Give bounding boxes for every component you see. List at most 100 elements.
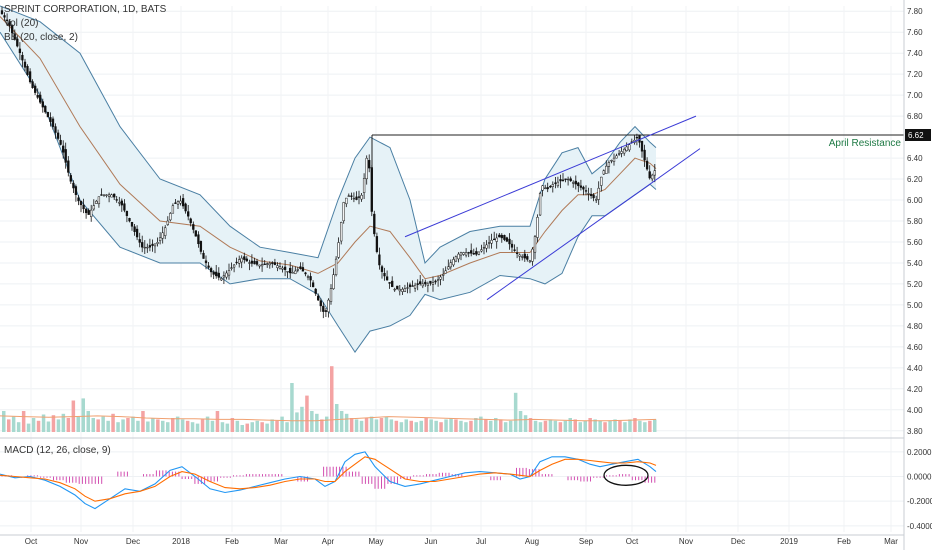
candle-up — [176, 201, 180, 205]
candle-down — [253, 260, 256, 265]
annotations: April Resistance — [371, 115, 904, 301]
candle-down — [584, 190, 588, 192]
candle-up — [544, 187, 547, 189]
candle-down — [373, 213, 376, 235]
candle-up — [347, 195, 350, 197]
candle-down — [209, 268, 213, 273]
candle-up — [296, 269, 299, 271]
candle-down — [120, 200, 123, 206]
candle-down — [82, 204, 85, 210]
candle-up — [232, 264, 236, 268]
bb-lower-line — [0, 31, 657, 353]
candle-up — [225, 272, 228, 278]
candle-down — [375, 236, 379, 252]
candle-up — [653, 170, 656, 176]
candle-up — [95, 200, 98, 204]
volume-bar — [449, 418, 453, 432]
candle-down — [467, 252, 470, 254]
candle-up — [449, 262, 452, 268]
candle-up — [110, 194, 113, 198]
volume-bar — [653, 419, 657, 432]
volume-bar — [344, 413, 349, 432]
candle-up — [220, 278, 223, 281]
volume-bar — [91, 418, 95, 432]
x-tick-label: Feb — [837, 537, 851, 546]
volume-bar — [56, 419, 61, 432]
candle-up — [487, 242, 491, 244]
candle-down — [515, 252, 519, 254]
candle-down — [434, 280, 437, 283]
volume-bar — [633, 418, 637, 432]
candle-up — [464, 252, 468, 256]
volume-bar — [230, 418, 235, 432]
volume-bar — [66, 418, 71, 432]
candle-down — [16, 38, 19, 47]
candle-down — [526, 256, 529, 260]
candle-up — [248, 262, 251, 264]
candle-down — [370, 167, 373, 212]
candle-down — [388, 282, 391, 284]
volume-bar — [494, 418, 498, 432]
candle-up — [459, 252, 463, 256]
volume-legend: Vol (20) — [4, 18, 39, 29]
volume-bar — [46, 421, 51, 432]
candle-down — [187, 211, 190, 217]
candle-down — [357, 196, 361, 198]
x-tick-label: Feb — [225, 537, 239, 546]
bb-middle-line — [0, 16, 657, 280]
volume-bar — [429, 419, 433, 432]
volume-bar — [503, 422, 508, 432]
candle-up — [518, 254, 521, 257]
volume-bar — [573, 419, 577, 432]
candle-up — [306, 276, 310, 278]
candle-down — [546, 187, 549, 190]
candle-down — [350, 195, 353, 197]
y-tick-label: 4.60 — [907, 343, 923, 352]
candle-down — [380, 266, 384, 272]
candle-down — [549, 186, 552, 188]
candle-down — [49, 117, 52, 122]
volume-bar — [141, 411, 145, 432]
candle-up — [607, 162, 611, 167]
candle-down — [424, 281, 427, 285]
volume-bar — [21, 411, 26, 432]
candle-up — [454, 256, 458, 262]
volume-bar — [200, 419, 205, 432]
candle-down — [245, 258, 248, 262]
candle-down — [569, 178, 572, 182]
candle-up — [602, 170, 605, 175]
volume-bar — [424, 418, 428, 432]
candle-down — [416, 283, 419, 285]
candle-up — [118, 202, 121, 204]
y-tick-label: 5.80 — [907, 217, 923, 226]
candle-down — [133, 226, 136, 232]
volume-bar — [215, 411, 220, 432]
x-tick-label: 2018 — [172, 537, 190, 546]
volume-bar — [638, 420, 642, 432]
volume-bar — [190, 422, 195, 432]
candle-up — [610, 160, 613, 162]
volume-bar — [603, 422, 607, 432]
candle-down — [429, 280, 432, 284]
candle-down — [44, 105, 47, 113]
volume-bar — [51, 415, 56, 432]
candle-down — [69, 175, 72, 182]
candle-up — [258, 264, 261, 267]
macd-line — [0, 451, 657, 510]
candle-down — [197, 234, 200, 245]
candle-up — [329, 288, 333, 302]
volume-bar — [335, 404, 339, 432]
candle-down — [505, 237, 509, 242]
candle-down — [299, 266, 302, 269]
candle-up — [260, 264, 264, 267]
volume-ma-line — [0, 415, 657, 422]
y-tick-label: 4.40 — [907, 364, 923, 373]
candle-down — [46, 112, 50, 118]
y-tick-label: 5.40 — [907, 259, 923, 268]
candle-down — [564, 178, 567, 180]
candle-down — [472, 253, 475, 255]
candle-up — [566, 178, 570, 181]
candle-down — [648, 171, 651, 179]
volume-bar — [295, 412, 299, 432]
volume-bar — [156, 419, 160, 432]
